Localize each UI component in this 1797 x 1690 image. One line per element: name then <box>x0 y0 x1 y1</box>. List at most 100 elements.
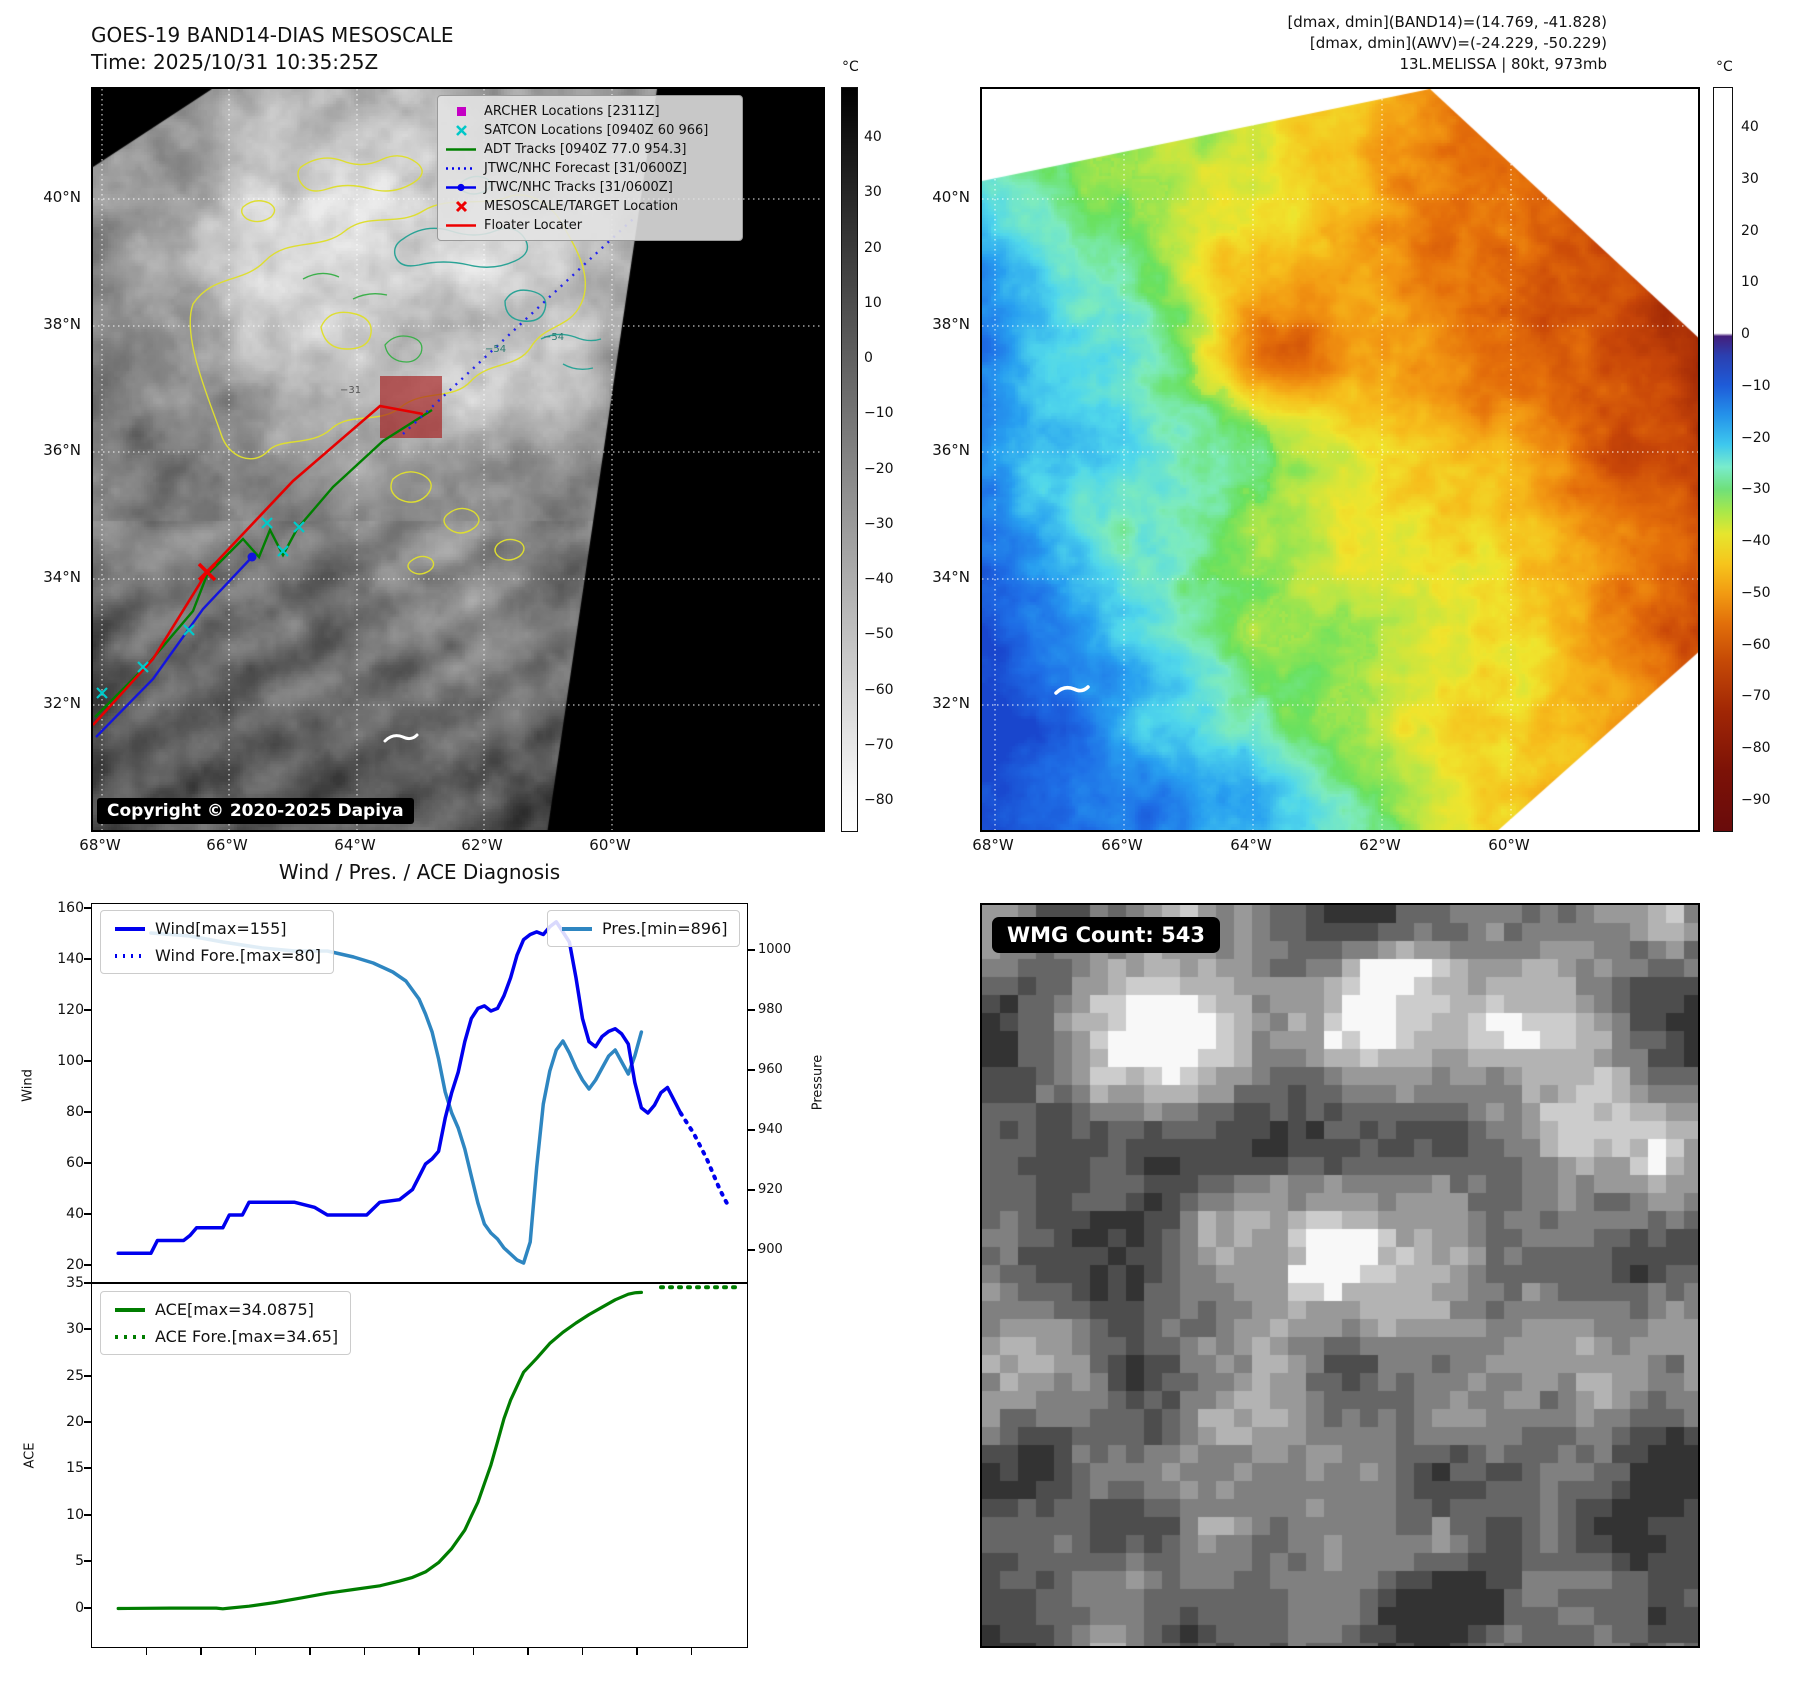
wmg-count-badge: WMG Count: 543 <box>992 917 1220 953</box>
wind-ytick: 20 <box>66 1257 84 1273</box>
pres-ytick: 900 <box>758 1242 783 1257</box>
axis-tick-mark <box>84 1467 91 1469</box>
cb2-tick: −90 <box>1741 792 1771 808</box>
cb1-tick: −50 <box>864 626 894 642</box>
axis-tick-mark <box>363 1648 366 1655</box>
axis-tick-mark <box>748 1249 755 1251</box>
map2-overlay <box>982 89 1698 830</box>
adt-line-icon <box>444 143 478 156</box>
wind-ytick: 40 <box>66 1206 84 1222</box>
map1-overlay <box>93 89 823 830</box>
map1-lon-tick: 64°W <box>334 836 376 854</box>
map1-lon-tick: 68°W <box>79 836 121 854</box>
ace-ytick: 25 <box>66 1368 84 1384</box>
info-awv: [dmax, dmin](AWV)=(-24.229, -50.229) <box>1309 34 1607 52</box>
cb2-tick: −10 <box>1741 378 1771 394</box>
axis-tick-mark <box>636 1648 638 1655</box>
ace-line-icon <box>115 1307 145 1312</box>
contour-label: −54 <box>485 344 507 355</box>
map2-lat-tick: 32°N <box>932 694 970 712</box>
cb1-tick: 30 <box>864 184 882 200</box>
cb1-tick: −20 <box>864 461 894 477</box>
cb1-tick: −40 <box>864 571 894 587</box>
pressure-axis-label: Pressure <box>810 1054 826 1111</box>
axis-tick-mark <box>581 1648 584 1655</box>
pres-ytick: 940 <box>758 1122 783 1137</box>
colorbar1-unit: °C <box>842 59 859 75</box>
adt-track-line <box>94 408 433 718</box>
legend-item-forecast: JTWC/NHC Forecast [31/0600Z] <box>444 160 732 176</box>
axis-tick-mark <box>84 1009 91 1011</box>
mesoscale-target-marker <box>197 562 217 582</box>
map2-lon-tick: 64°W <box>1230 836 1272 854</box>
pres-ytick: 980 <box>758 1002 783 1017</box>
pressure-legend: Pres.[min=896] <box>547 910 741 947</box>
satcon-markers <box>96 517 305 699</box>
axis-tick-mark <box>84 1213 91 1215</box>
axis-tick-mark <box>84 1421 91 1423</box>
pres-ytick: 1000 <box>758 942 792 957</box>
wind-ytick: 120 <box>57 1002 84 1018</box>
axis-tick-mark <box>527 1648 529 1655</box>
wind-axis-label: Wind <box>20 1069 36 1102</box>
ace-plot <box>116 1285 742 1611</box>
contour-label: −54 <box>543 332 565 343</box>
axis-tick-mark <box>418 1648 420 1655</box>
wind-ytick: 160 <box>57 900 84 916</box>
cb2-tick: 0 <box>1741 326 1750 342</box>
copyright-badge: Copyright © 2020-2025 Dapiya <box>97 798 414 824</box>
pres-ytick: 960 <box>758 1062 783 1077</box>
cb1-tick: −10 <box>864 405 894 421</box>
wmg-pixel-image <box>982 905 1698 1646</box>
wind-ytick: 60 <box>66 1155 84 1171</box>
axis-tick-mark <box>84 1375 91 1377</box>
legend-item-satcon: SATCON Locations [0940Z 60 966] <box>444 122 732 138</box>
map2-lat-tick: 34°N <box>932 568 970 586</box>
axis-tick-mark <box>748 1069 755 1071</box>
map1-legend: ARCHER Locations [2311Z] SATCON Location… <box>437 95 743 241</box>
axis-tick-mark <box>748 1129 755 1131</box>
map1-lon-tick: 60°W <box>589 836 631 854</box>
ace-fore-dotted-icon <box>115 1334 145 1339</box>
map2-lat-tick: 38°N <box>932 315 970 333</box>
ace-ytick: 20 <box>66 1414 84 1430</box>
map1-lon-tick: 66°W <box>206 836 248 854</box>
cb2-tick: −30 <box>1741 481 1771 497</box>
cloud-wisp <box>383 733 419 743</box>
satcon-x-icon <box>444 124 478 137</box>
legend-item-mesoscale: MESOSCALE/TARGET Location <box>444 198 732 214</box>
cb2-tick: 10 <box>1741 274 1759 290</box>
cb1-tick: 0 <box>864 350 873 366</box>
cb2-tick: −80 <box>1741 740 1771 756</box>
cb1-tick: −30 <box>864 516 894 532</box>
cb2-tick: −60 <box>1741 637 1771 653</box>
cb2-tick: −50 <box>1741 585 1771 601</box>
wind-fore-legend-item: Wind Fore.[max=80] <box>113 946 321 965</box>
title-line1: GOES-19 BAND14-DIAS MESOSCALE <box>91 23 454 47</box>
axis-tick-mark <box>748 1009 755 1011</box>
page-title: GOES-19 BAND14-DIAS MESOSCALE Time: 2025… <box>91 22 454 76</box>
axis-tick-mark <box>84 1282 91 1284</box>
map2-lon-tick: 66°W <box>1101 836 1143 854</box>
graticule <box>982 89 1698 830</box>
ace-ytick: 10 <box>66 1507 84 1523</box>
info-storm: 13L.MELISSA | 80kt, 973mb <box>1399 55 1607 73</box>
axis-tick-mark <box>84 1111 91 1113</box>
axis-tick-mark <box>84 1162 91 1164</box>
colorbar2-unit: °C <box>1716 59 1733 75</box>
wind-legend-item: Wind[max=155] <box>113 919 321 938</box>
title-line2: Time: 2025/10/31 10:35:25Z <box>91 50 379 74</box>
awv-satellite-image <box>982 89 1698 830</box>
jtwc-line-dot-icon <box>444 181 478 194</box>
axis-tick-mark <box>690 1648 693 1655</box>
cb2-tick: 30 <box>1741 171 1759 187</box>
info-band14: [dmax, dmin](BAND14)=(14.769, -41.828) <box>1287 13 1607 31</box>
wind-pressure-plot <box>116 920 732 1265</box>
cb1-tick: 40 <box>864 129 882 145</box>
ace-legend: ACE[max=34.0875] ACE Fore.[max=34.65] <box>100 1291 352 1355</box>
ace-ytick: 30 <box>66 1321 84 1337</box>
ace-fore-legend-item: ACE Fore.[max=34.65] <box>113 1327 338 1346</box>
map2-lon-tick: 60°W <box>1488 836 1530 854</box>
wind-ytick: 140 <box>57 951 84 967</box>
